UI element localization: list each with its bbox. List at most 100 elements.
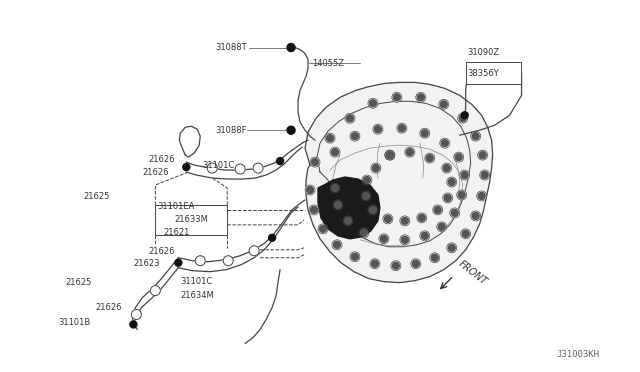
- Circle shape: [421, 232, 428, 239]
- Circle shape: [175, 259, 182, 266]
- Circle shape: [477, 191, 486, 201]
- Circle shape: [477, 150, 488, 160]
- Circle shape: [362, 175, 372, 185]
- Circle shape: [411, 259, 420, 269]
- Circle shape: [207, 163, 217, 173]
- Circle shape: [470, 131, 481, 141]
- Circle shape: [391, 261, 401, 271]
- Text: 21626: 21626: [148, 155, 175, 164]
- Circle shape: [430, 253, 440, 263]
- Circle shape: [130, 321, 137, 328]
- Circle shape: [131, 310, 141, 320]
- Text: 31088T: 31088T: [216, 43, 247, 52]
- Circle shape: [420, 128, 430, 138]
- Circle shape: [346, 115, 353, 122]
- Circle shape: [470, 211, 481, 221]
- Circle shape: [400, 235, 410, 245]
- Circle shape: [370, 259, 380, 269]
- Circle shape: [387, 152, 394, 158]
- Circle shape: [458, 192, 465, 198]
- Circle shape: [478, 192, 485, 199]
- Circle shape: [385, 150, 395, 160]
- Circle shape: [333, 200, 343, 210]
- Text: 31101B: 31101B: [59, 318, 91, 327]
- Circle shape: [447, 243, 457, 253]
- Circle shape: [397, 123, 407, 133]
- Circle shape: [326, 135, 333, 142]
- Circle shape: [332, 240, 342, 250]
- Text: J31003KH: J31003KH: [556, 350, 600, 359]
- Text: 14055Z: 14055Z: [312, 59, 344, 68]
- Circle shape: [249, 246, 259, 256]
- Circle shape: [406, 149, 413, 155]
- Circle shape: [431, 254, 438, 261]
- Circle shape: [183, 164, 190, 170]
- Circle shape: [458, 113, 468, 123]
- Circle shape: [330, 147, 340, 157]
- Circle shape: [457, 190, 467, 200]
- Circle shape: [372, 164, 380, 171]
- Text: 38356Y: 38356Y: [468, 69, 499, 78]
- Circle shape: [400, 216, 410, 226]
- Circle shape: [362, 192, 369, 199]
- Circle shape: [419, 214, 425, 221]
- Circle shape: [385, 215, 391, 222]
- Circle shape: [318, 224, 328, 234]
- Circle shape: [223, 256, 233, 266]
- Circle shape: [387, 152, 394, 158]
- Circle shape: [441, 140, 448, 147]
- Circle shape: [312, 158, 319, 166]
- Circle shape: [421, 130, 428, 137]
- Polygon shape: [305, 82, 493, 283]
- Circle shape: [398, 125, 405, 132]
- Circle shape: [325, 133, 335, 143]
- Circle shape: [195, 256, 205, 266]
- Circle shape: [459, 115, 466, 122]
- Circle shape: [442, 163, 452, 173]
- Circle shape: [332, 149, 339, 155]
- Circle shape: [253, 163, 263, 173]
- Circle shape: [448, 244, 455, 251]
- Circle shape: [150, 286, 161, 296]
- Circle shape: [416, 92, 426, 102]
- Circle shape: [343, 216, 353, 226]
- Circle shape: [439, 99, 449, 109]
- Circle shape: [368, 98, 378, 108]
- Circle shape: [373, 124, 383, 134]
- Circle shape: [412, 260, 419, 267]
- Text: 31090Z: 31090Z: [468, 48, 500, 57]
- Circle shape: [310, 206, 317, 214]
- Text: 21625: 21625: [65, 278, 92, 287]
- Circle shape: [447, 177, 457, 187]
- Circle shape: [360, 229, 367, 236]
- Circle shape: [436, 222, 447, 232]
- Circle shape: [401, 217, 408, 224]
- Circle shape: [361, 191, 371, 201]
- Circle shape: [310, 157, 320, 167]
- Circle shape: [438, 223, 445, 230]
- Circle shape: [383, 214, 393, 224]
- Circle shape: [460, 170, 470, 180]
- Circle shape: [333, 241, 340, 248]
- Circle shape: [351, 253, 358, 260]
- Circle shape: [451, 209, 458, 217]
- Circle shape: [307, 186, 314, 193]
- Text: 21626: 21626: [95, 303, 122, 312]
- Circle shape: [385, 150, 395, 160]
- Circle shape: [380, 235, 387, 242]
- FancyBboxPatch shape: [156, 205, 227, 235]
- Text: 21634M: 21634M: [180, 291, 214, 300]
- Text: 31101EA: 31101EA: [157, 202, 195, 211]
- Circle shape: [420, 231, 430, 241]
- Circle shape: [309, 205, 319, 215]
- Circle shape: [335, 202, 342, 208]
- Circle shape: [440, 138, 450, 148]
- Circle shape: [350, 131, 360, 141]
- Circle shape: [444, 164, 450, 171]
- Circle shape: [287, 126, 295, 134]
- Circle shape: [440, 101, 447, 108]
- FancyBboxPatch shape: [466, 62, 520, 84]
- Text: FRONT: FRONT: [457, 259, 489, 287]
- Circle shape: [433, 205, 443, 215]
- Circle shape: [472, 133, 479, 140]
